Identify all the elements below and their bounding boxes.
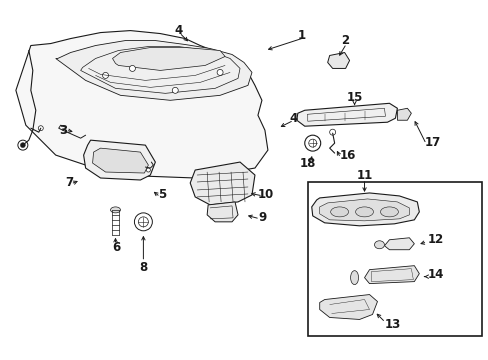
Bar — [307, 182, 481, 336]
Ellipse shape — [110, 207, 120, 213]
Circle shape — [38, 126, 43, 131]
Polygon shape — [190, 162, 254, 205]
Polygon shape — [92, 148, 148, 173]
Circle shape — [102, 72, 108, 78]
Ellipse shape — [350, 271, 358, 285]
Text: 14: 14 — [427, 268, 443, 281]
Polygon shape — [56, 41, 251, 100]
Text: 4: 4 — [174, 24, 182, 37]
Circle shape — [134, 213, 152, 231]
Text: 5: 5 — [158, 188, 166, 202]
Text: 4: 4 — [289, 112, 298, 125]
Text: 12: 12 — [427, 233, 443, 246]
Ellipse shape — [330, 207, 348, 217]
Circle shape — [308, 139, 316, 147]
Text: 18: 18 — [299, 157, 315, 170]
Text: 13: 13 — [384, 318, 400, 331]
Polygon shape — [16, 31, 267, 178]
Circle shape — [18, 140, 28, 150]
Text: 1: 1 — [297, 29, 305, 42]
Text: 15: 15 — [346, 91, 362, 104]
Text: 6: 6 — [112, 241, 121, 254]
Circle shape — [304, 135, 320, 151]
Text: 10: 10 — [258, 188, 274, 202]
Polygon shape — [207, 202, 238, 222]
Polygon shape — [311, 193, 419, 226]
Circle shape — [329, 129, 335, 135]
Polygon shape — [83, 140, 155, 180]
Text: 17: 17 — [424, 136, 440, 149]
Text: 9: 9 — [258, 211, 265, 224]
Text: 3: 3 — [59, 124, 67, 137]
Polygon shape — [397, 108, 410, 120]
Ellipse shape — [374, 241, 384, 249]
Polygon shape — [327, 53, 349, 68]
Polygon shape — [112, 48, 224, 71]
Polygon shape — [319, 199, 408, 221]
Circle shape — [20, 143, 25, 148]
Text: 8: 8 — [139, 261, 147, 274]
Text: 2: 2 — [341, 34, 349, 47]
Circle shape — [129, 66, 135, 71]
Polygon shape — [81, 46, 240, 93]
Circle shape — [217, 69, 223, 75]
Text: 11: 11 — [356, 168, 372, 181]
Polygon shape — [319, 294, 377, 319]
Text: 16: 16 — [339, 149, 355, 162]
Ellipse shape — [380, 207, 398, 217]
Circle shape — [172, 87, 178, 93]
Circle shape — [138, 217, 148, 227]
Polygon shape — [384, 238, 413, 250]
Polygon shape — [296, 103, 397, 126]
Polygon shape — [364, 266, 419, 284]
Ellipse shape — [355, 207, 373, 217]
Circle shape — [146, 168, 150, 172]
Text: 7: 7 — [65, 176, 74, 189]
